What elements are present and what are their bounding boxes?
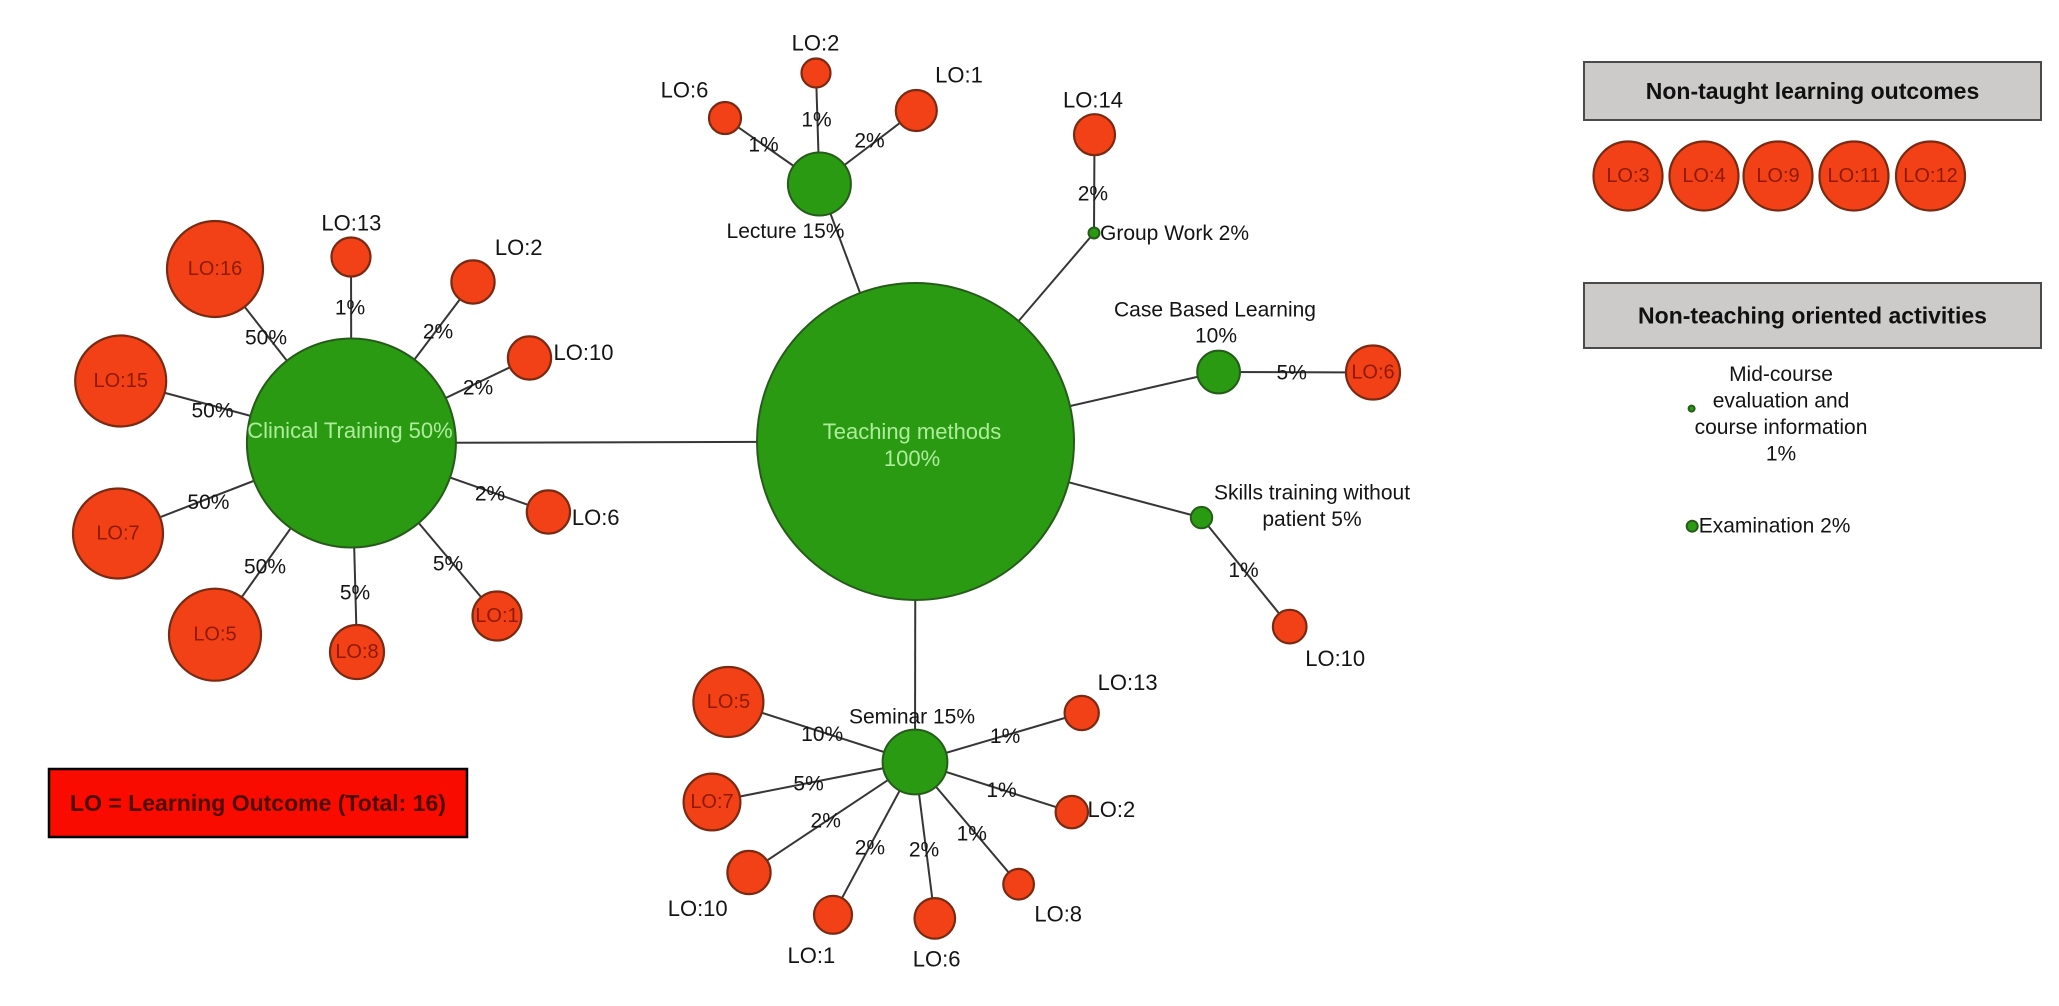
svg-text:LO:9: LO:9 bbox=[1756, 165, 1799, 187]
svg-text:LO:2: LO:2 bbox=[792, 31, 840, 56]
svg-text:LO:6: LO:6 bbox=[1351, 362, 1394, 384]
svg-text:Examination 2%: Examination 2% bbox=[1699, 515, 1851, 538]
svg-text:50%: 50% bbox=[245, 327, 287, 350]
svg-text:2%: 2% bbox=[811, 810, 841, 833]
svg-text:course information: course information bbox=[1695, 416, 1868, 439]
svg-text:Case Based Learning: Case Based Learning bbox=[1114, 299, 1316, 322]
svg-text:1%: 1% bbox=[1766, 443, 1796, 466]
svg-text:5%: 5% bbox=[793, 773, 823, 796]
svg-text:LO:13: LO:13 bbox=[1098, 670, 1158, 695]
svg-text:2%: 2% bbox=[855, 837, 885, 860]
svg-text:1%: 1% bbox=[748, 134, 778, 157]
svg-text:10%: 10% bbox=[1195, 325, 1237, 348]
svg-text:5%: 5% bbox=[340, 582, 370, 605]
svg-text:LO:5: LO:5 bbox=[707, 691, 750, 713]
svg-text:2%: 2% bbox=[854, 130, 884, 153]
svg-text:Mid-course: Mid-course bbox=[1729, 363, 1833, 386]
svg-text:1%: 1% bbox=[801, 109, 831, 132]
svg-text:LO:15: LO:15 bbox=[93, 370, 147, 392]
svg-text:LO = Learning Outcome (Total:: LO = Learning Outcome (Total: 16) bbox=[70, 790, 446, 816]
svg-text:Clinical Training 50%: Clinical Training 50% bbox=[247, 418, 452, 443]
svg-text:Seminar 15%: Seminar 15% bbox=[849, 706, 975, 729]
svg-text:2%: 2% bbox=[475, 483, 505, 506]
svg-text:LO:1: LO:1 bbox=[788, 943, 836, 968]
svg-text:2%: 2% bbox=[1078, 182, 1108, 205]
svg-text:LO:8: LO:8 bbox=[1034, 902, 1082, 927]
svg-text:50%: 50% bbox=[187, 491, 229, 514]
svg-text:LO:14: LO:14 bbox=[1063, 88, 1123, 113]
svg-text:1%: 1% bbox=[957, 822, 987, 845]
svg-text:Lecture 15%: Lecture 15% bbox=[727, 220, 845, 243]
svg-text:2%: 2% bbox=[909, 839, 939, 862]
svg-text:LO:5: LO:5 bbox=[193, 624, 236, 646]
svg-text:Teaching methods: Teaching methods bbox=[823, 419, 1002, 444]
svg-text:10%: 10% bbox=[801, 723, 843, 746]
svg-text:50%: 50% bbox=[244, 556, 286, 579]
svg-text:LO:11: LO:11 bbox=[1828, 165, 1881, 187]
svg-text:5%: 5% bbox=[433, 553, 463, 576]
svg-text:LO:3: LO:3 bbox=[1606, 165, 1649, 187]
svg-text:LO:6: LO:6 bbox=[572, 505, 620, 530]
svg-text:2%: 2% bbox=[423, 321, 453, 344]
svg-text:2%: 2% bbox=[463, 377, 493, 400]
svg-text:Skills training without: Skills training without bbox=[1214, 482, 1410, 505]
svg-text:evaluation and: evaluation and bbox=[1713, 390, 1850, 413]
svg-text:1%: 1% bbox=[986, 779, 1016, 802]
svg-text:LO:8: LO:8 bbox=[335, 641, 378, 663]
svg-text:LO:2: LO:2 bbox=[495, 235, 543, 260]
svg-text:LO:6: LO:6 bbox=[913, 947, 961, 972]
svg-text:LO:7: LO:7 bbox=[96, 523, 139, 545]
svg-text:LO:1: LO:1 bbox=[935, 63, 983, 88]
svg-text:LO:10: LO:10 bbox=[554, 340, 614, 365]
svg-text:1%: 1% bbox=[1228, 559, 1258, 582]
svg-text:LO:10: LO:10 bbox=[668, 896, 728, 921]
svg-text:LO:4: LO:4 bbox=[1682, 165, 1725, 187]
svg-text:50%: 50% bbox=[191, 399, 233, 422]
svg-text:5%: 5% bbox=[1277, 362, 1307, 385]
svg-text:patient 5%: patient 5% bbox=[1262, 508, 1361, 531]
svg-text:Non-taught learning outcomes: Non-taught learning outcomes bbox=[1646, 78, 1980, 104]
svg-text:LO:12: LO:12 bbox=[1903, 165, 1957, 187]
svg-text:Non-teaching oriented activiti: Non-teaching oriented activities bbox=[1638, 303, 1987, 329]
svg-text:LO:6: LO:6 bbox=[661, 78, 709, 103]
svg-text:LO:10: LO:10 bbox=[1305, 646, 1365, 671]
svg-text:100%: 100% bbox=[884, 446, 940, 471]
svg-text:LO:7: LO:7 bbox=[690, 791, 733, 813]
svg-text:1%: 1% bbox=[335, 297, 365, 320]
svg-text:LO:13: LO:13 bbox=[321, 211, 381, 236]
svg-text:LO:16: LO:16 bbox=[188, 258, 242, 280]
svg-text:LO:1: LO:1 bbox=[475, 605, 518, 627]
svg-text:LO:2: LO:2 bbox=[1088, 797, 1136, 822]
svg-text:Group Work 2%: Group Work 2% bbox=[1100, 222, 1249, 245]
svg-text:1%: 1% bbox=[990, 725, 1020, 748]
